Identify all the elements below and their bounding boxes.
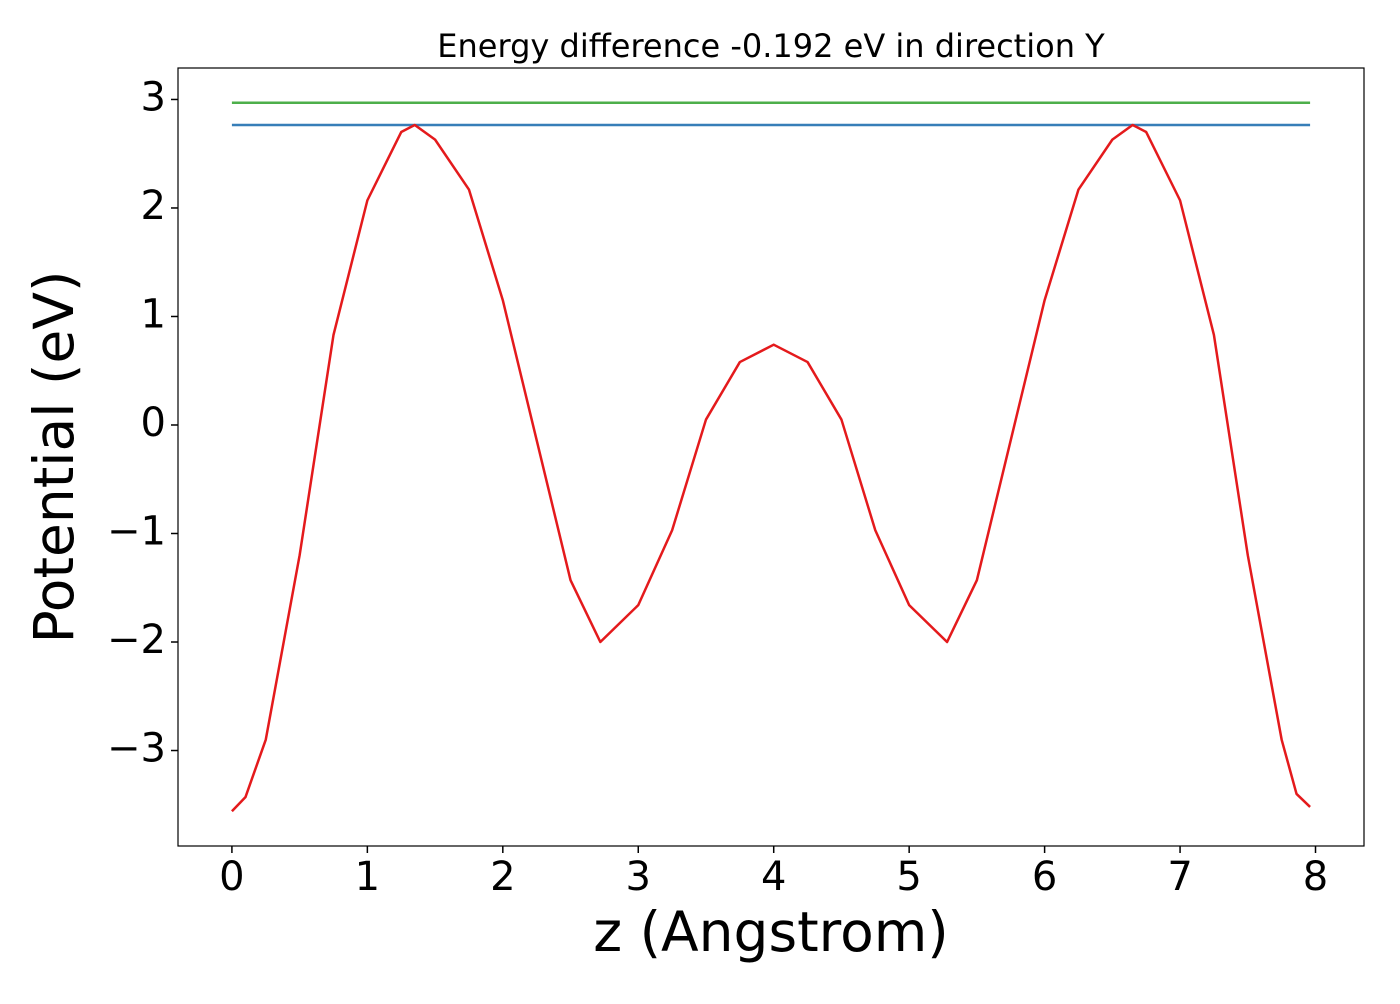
x-tick-label: 7 bbox=[1167, 854, 1192, 900]
x-tick-label: 5 bbox=[896, 854, 921, 900]
plot-frame bbox=[177, 67, 1365, 847]
y-tick-label: −1 bbox=[107, 508, 166, 554]
y-tick-label: 2 bbox=[141, 183, 166, 229]
x-tick-label: 4 bbox=[761, 854, 786, 900]
chart-title: Energy difference -0.192 eV in direction… bbox=[437, 27, 1105, 65]
y-tick-label: −3 bbox=[107, 726, 166, 772]
x-tick-label: 6 bbox=[1032, 854, 1057, 900]
x-tick-label: 3 bbox=[626, 854, 651, 900]
x-tick-label: 1 bbox=[355, 854, 380, 900]
x-tick-label: 8 bbox=[1303, 854, 1328, 900]
x-axis-label: z (Angstrom) bbox=[593, 900, 949, 964]
x-tick-label: 2 bbox=[490, 854, 515, 900]
y-tick-label: 3 bbox=[141, 74, 166, 120]
y-tick-label: −2 bbox=[107, 617, 166, 663]
y-axis-label: Potential (eV) bbox=[22, 271, 86, 644]
line-series bbox=[231, 123, 1311, 813]
y-tick-label: 0 bbox=[141, 400, 166, 446]
y-tick-label: 1 bbox=[141, 291, 166, 337]
x-tick-label: 0 bbox=[219, 854, 244, 900]
